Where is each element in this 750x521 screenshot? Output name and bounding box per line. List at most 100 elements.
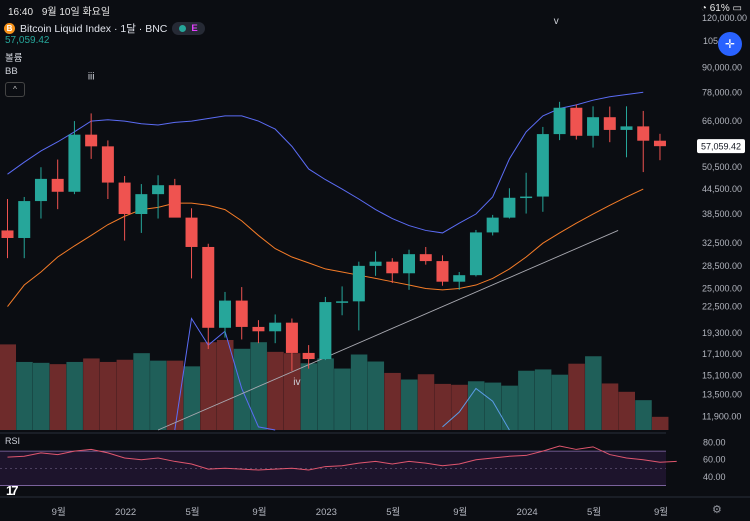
trend-line — [157, 230, 619, 431]
candle — [386, 261, 399, 274]
wave-label: iii — [88, 71, 95, 82]
price-axis-label: 15,100.00 — [702, 370, 742, 380]
collapse-button[interactable]: ^ — [5, 82, 25, 97]
candle — [101, 146, 114, 183]
candle — [168, 185, 181, 218]
status-dot-icon — [179, 25, 187, 32]
last-price: 57,059.42 — [5, 35, 50, 46]
battery-icon: ▭ — [732, 3, 742, 14]
price-axis-label: 120,000.00 — [702, 13, 747, 23]
candle — [269, 322, 282, 332]
volume-bar — [133, 353, 150, 430]
candle — [202, 246, 215, 328]
candle — [135, 194, 148, 215]
volume-bar — [384, 372, 401, 430]
candle — [34, 178, 47, 202]
volume-bar — [49, 364, 67, 430]
rsi-axis-label: 40.00 — [703, 472, 726, 482]
candle — [520, 196, 533, 199]
price-axis-label: 78,000.00 — [702, 87, 742, 97]
candle — [1, 230, 14, 238]
bb-basis-line — [7, 188, 644, 307]
volume-bar — [401, 379, 418, 430]
volume-bar — [0, 344, 16, 430]
time-axis-label: 9월 — [252, 506, 266, 518]
tradingview-logo: 17 — [6, 483, 19, 498]
candle — [185, 217, 198, 247]
bitcoin-icon: B — [4, 23, 15, 34]
bb-label[interactable]: BB — [5, 66, 18, 77]
volume-bar — [635, 400, 652, 430]
volume-bar — [283, 353, 301, 430]
volume-bar — [334, 368, 351, 430]
symbol-title[interactable]: Bitcoin Liquid Index · 1달 · BNC — [20, 23, 168, 35]
price-axis-label: 105 — [703, 36, 718, 46]
volume-bar — [300, 363, 318, 430]
battery-percent: 61% — [709, 3, 730, 14]
candle — [620, 126, 633, 130]
volume-bar — [99, 361, 117, 430]
candle — [152, 185, 165, 195]
volume-bar — [200, 342, 217, 430]
wave-label: iv — [293, 377, 300, 388]
volume-bar — [166, 360, 184, 430]
volume-bar — [518, 370, 535, 430]
crosshair-button[interactable]: ✛ — [718, 32, 742, 56]
date: 9월 10일 화요일 — [41, 7, 111, 18]
volume-bar — [534, 369, 552, 430]
volume-bar — [434, 383, 451, 430]
candle — [319, 302, 332, 360]
price-axis-label: 25,000.00 — [702, 283, 742, 293]
bb-lower-line — [442, 387, 510, 431]
time-axis-label: 9월 — [654, 506, 668, 518]
candle — [587, 117, 600, 136]
candle — [486, 217, 499, 233]
time-axis-label: 2024 — [517, 507, 538, 518]
price-axis-label: 50,500.00 — [702, 162, 742, 172]
candle — [18, 201, 31, 238]
volume-bar — [16, 361, 33, 430]
candle — [503, 197, 516, 218]
volume-label[interactable]: 볼륨 — [5, 53, 23, 64]
volume-bar — [651, 416, 669, 430]
status-time: 16:40 9월 10일 화요일 — [8, 3, 110, 18]
rsi-axis-label: 60.00 — [703, 455, 726, 465]
wifi-icon: ◔ — [700, 3, 707, 14]
volume-bar — [32, 362, 50, 430]
candle — [352, 265, 365, 302]
settings-gear-icon[interactable]: ⚙ — [712, 504, 722, 516]
current-price-label: 57,059.42 — [701, 142, 741, 152]
volume-bar — [83, 358, 100, 430]
rsi-label[interactable]: RSI — [5, 436, 21, 446]
current-price-tag — [697, 139, 745, 154]
volume-bar — [601, 383, 619, 430]
volume-bar — [451, 384, 468, 430]
price-axis-label: 44,500.00 — [702, 184, 742, 194]
candle — [85, 134, 98, 147]
volume-bar — [116, 359, 134, 430]
volume-bar — [350, 354, 368, 430]
volume-bar — [618, 391, 636, 430]
volume-bar — [216, 340, 234, 430]
time-axis-label: 2022 — [115, 507, 136, 518]
candle — [252, 326, 265, 332]
pill-e: E — [191, 23, 198, 34]
candle — [336, 301, 349, 303]
price-axis-label: 38,500.00 — [702, 209, 742, 219]
candle — [118, 182, 131, 215]
volume-bar — [484, 382, 502, 430]
symbol-header[interactable]: B Bitcoin Liquid Index · 1달 · BNC E — [4, 21, 205, 36]
indicator-pill[interactable]: E — [172, 22, 205, 35]
candle — [436, 261, 449, 282]
time-axis-label: 9월 — [52, 506, 66, 518]
candle — [469, 232, 482, 276]
status-battery: ◔ 61% ▭ — [701, 3, 742, 14]
volume-bar — [551, 374, 569, 430]
candle — [419, 254, 432, 262]
price-axis-label: 22,500.00 — [702, 302, 742, 312]
volume-bar — [568, 363, 585, 430]
clock: 16:40 — [8, 7, 34, 18]
price-axis-label: 11,900.00 — [702, 411, 741, 421]
